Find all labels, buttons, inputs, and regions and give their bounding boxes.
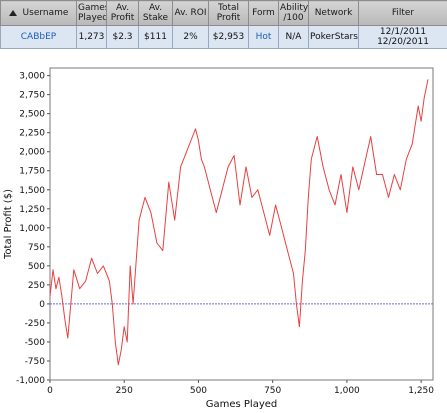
- cell-av-profit: $2.3: [106, 25, 139, 49]
- col-username-label: Username: [22, 8, 69, 18]
- cell-games-played: 1,273: [76, 25, 107, 49]
- col-filter[interactable]: Filter: [358, 0, 447, 26]
- cell-network: PokerStars: [308, 25, 359, 49]
- y-tick-label: 1,250: [19, 205, 45, 215]
- cell-username[interactable]: CABbEP: [0, 25, 77, 49]
- cell-total-profit: $2,953: [208, 25, 249, 49]
- y-tick-label: -1,000: [16, 376, 45, 386]
- col-username[interactable]: Username: [0, 0, 77, 26]
- y-tick-label: 1,750: [19, 167, 45, 177]
- y-tick-label: 2,000: [19, 148, 45, 158]
- filter-date-from: 12/1/2011: [379, 27, 427, 37]
- y-tick-label: 250: [28, 281, 45, 291]
- filter-date-to: 12/20/2011: [377, 37, 429, 47]
- y-tick-label: 1,500: [19, 186, 45, 196]
- chart-axes: -1,000 -750 -500 -250 0 250 500 750 1,000 1,250 1,…: [16, 72, 434, 396]
- cell-ability: N/A: [278, 25, 309, 49]
- y-tick-label: -750: [25, 357, 46, 367]
- cell-form[interactable]: Hot: [248, 25, 279, 49]
- y-tick-label: -500: [25, 338, 46, 348]
- table-row: CABbEP 1,273 $2.3 $111 2% $2,953 Hot N/A…: [0, 25, 447, 49]
- profit-series-line: [49, 79, 429, 366]
- col-network[interactable]: Network: [308, 0, 359, 26]
- col-ability[interactable]: Ability /100: [278, 0, 309, 26]
- y-tick-label: 3,000: [19, 72, 45, 82]
- y-tick-label: 0: [39, 300, 45, 310]
- plot-frame: [49, 67, 434, 381]
- y-tick-label: 750: [28, 243, 45, 253]
- col-av-roi[interactable]: Av. ROI: [172, 0, 209, 26]
- chart-xlabel: Games Played: [206, 399, 278, 410]
- x-tick-label: 1,000: [334, 386, 360, 396]
- y-tick-label: 500: [28, 262, 45, 272]
- y-tick-label: 2,250: [19, 129, 45, 139]
- cell-filter: 12/1/2011 12/20/2011: [358, 25, 447, 49]
- stats-table: Username Games Played Av. Profit Av. Sta…: [0, 0, 447, 49]
- x-tick-label: 250: [116, 386, 133, 396]
- profit-chart: -1,000 -750 -500 -250 0 250 500 750 1,000 1,250 1,…: [3, 67, 434, 410]
- sort-up-arrow-icon[interactable]: [8, 9, 17, 16]
- chart-series-layer: [49, 79, 429, 366]
- table-header-row: Username Games Played Av. Profit Av. Sta…: [0, 0, 447, 26]
- x-tick-label: 1,250: [408, 386, 434, 396]
- cell-av-stake: $111: [138, 25, 173, 49]
- col-games-played[interactable]: Games Played: [76, 0, 107, 26]
- y-tick-label: 2,750: [19, 91, 45, 101]
- col-total-profit[interactable]: Total Profit: [208, 0, 249, 26]
- y-tick-label: 1,000: [19, 224, 45, 234]
- col-form[interactable]: Form: [248, 0, 279, 26]
- x-tick-label: 0: [47, 386, 53, 396]
- x-tick-label: 750: [264, 386, 281, 396]
- y-tick-label: -250: [25, 319, 46, 329]
- col-av-stake[interactable]: Av. Stake: [138, 0, 173, 26]
- x-tick-label: 500: [190, 386, 207, 396]
- cell-av-roi: 2%: [172, 25, 209, 49]
- chart-plot-area: [49, 67, 434, 381]
- y-tick-label: 2,500: [19, 110, 45, 120]
- col-av-profit[interactable]: Av. Profit: [106, 0, 139, 26]
- chart-ylabel: Total Profit ($): [3, 189, 14, 260]
